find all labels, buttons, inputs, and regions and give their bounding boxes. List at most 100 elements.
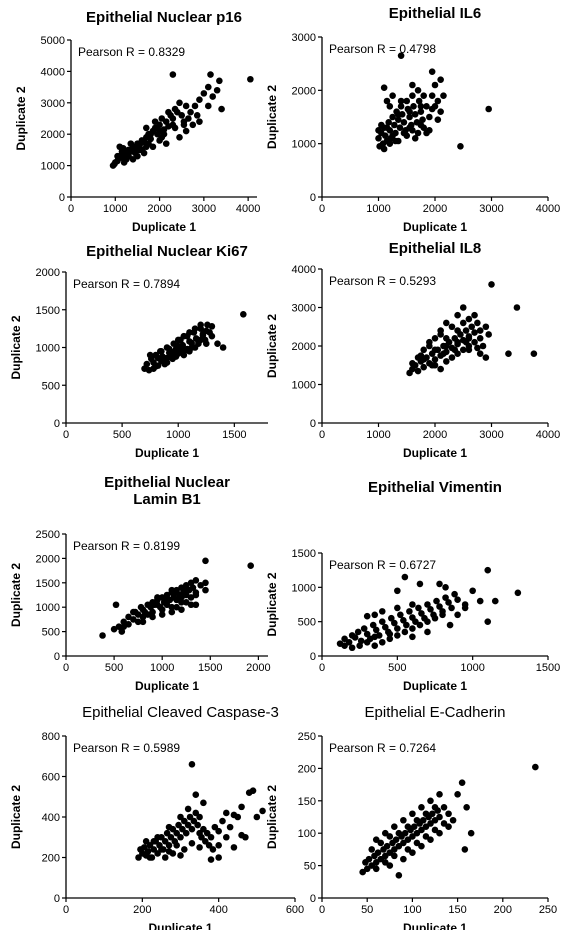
data-point bbox=[394, 116, 402, 123]
y-axis-label: Duplicate 2 bbox=[265, 85, 279, 149]
x-axis-label: Duplicate 1 bbox=[403, 220, 467, 234]
data-point bbox=[219, 344, 227, 351]
data-point bbox=[431, 346, 439, 354]
data-point bbox=[431, 614, 439, 622]
data-point bbox=[191, 325, 199, 332]
chart-title: Epithelial IL8 bbox=[389, 240, 482, 257]
data-point bbox=[400, 816, 407, 824]
data-point bbox=[143, 360, 151, 368]
data-point bbox=[404, 823, 412, 831]
data-point bbox=[178, 606, 185, 613]
data-point bbox=[437, 365, 444, 373]
data-point bbox=[471, 338, 478, 346]
chart-panel-6: Epithelial Vimentin 0 500 1000 1500 0 500 1000 1… bbox=[265, 479, 560, 693]
data-point bbox=[182, 102, 190, 110]
data-point bbox=[163, 359, 171, 366]
y-tick-label: 600 bbox=[42, 772, 60, 784]
data-point bbox=[394, 632, 401, 639]
data-point bbox=[434, 97, 442, 105]
data-point bbox=[409, 633, 416, 641]
x-tick-label: 50 bbox=[361, 904, 373, 916]
chart-title: Epithelial IL6 bbox=[389, 5, 482, 22]
data-point bbox=[436, 580, 443, 588]
data-point bbox=[182, 127, 190, 135]
data-point bbox=[400, 855, 407, 863]
data-point bbox=[162, 140, 170, 147]
data-point bbox=[415, 604, 422, 612]
data-point bbox=[395, 872, 403, 879]
data-point bbox=[191, 344, 199, 351]
data-point bbox=[380, 84, 388, 91]
data-point bbox=[471, 329, 478, 336]
x-tick-label: 1000 bbox=[150, 662, 174, 674]
data-point bbox=[428, 361, 436, 369]
data-point bbox=[125, 620, 132, 628]
data-point bbox=[389, 132, 396, 139]
data-point bbox=[391, 619, 398, 627]
data-point bbox=[368, 846, 376, 853]
data-point bbox=[484, 566, 492, 574]
data-point bbox=[410, 823, 418, 831]
data-point bbox=[440, 350, 447, 358]
data-point bbox=[465, 346, 473, 354]
data-point bbox=[134, 618, 142, 626]
data-point bbox=[360, 625, 368, 632]
data-point bbox=[154, 354, 162, 362]
data-point bbox=[409, 81, 416, 89]
data-point bbox=[120, 159, 128, 166]
y-tick-label: 2000 bbox=[41, 129, 65, 141]
x-tick-label: 1500 bbox=[536, 662, 560, 674]
data-point bbox=[442, 594, 449, 601]
y-axis-label: Duplicate 2 bbox=[9, 315, 23, 379]
data-point bbox=[154, 594, 161, 601]
data-point bbox=[530, 350, 538, 358]
data-point bbox=[431, 826, 439, 834]
data-point bbox=[409, 625, 416, 632]
data-point bbox=[474, 319, 481, 327]
data-point bbox=[363, 612, 371, 620]
data-point bbox=[409, 601, 416, 608]
data-point bbox=[163, 596, 171, 604]
data-point bbox=[168, 586, 176, 594]
data-point bbox=[476, 597, 484, 605]
data-point bbox=[422, 810, 430, 818]
data-point bbox=[413, 839, 421, 847]
y-tick-label: 50 bbox=[304, 861, 316, 873]
data-point bbox=[226, 823, 234, 831]
data-point bbox=[412, 618, 419, 625]
data-point bbox=[202, 327, 210, 335]
data-point bbox=[454, 791, 461, 798]
x-tick-label: 0 bbox=[63, 662, 69, 674]
data-point bbox=[158, 846, 165, 853]
x-tick-label: 2000 bbox=[423, 429, 447, 441]
data-point bbox=[386, 140, 394, 147]
x-tick-label: 3000 bbox=[479, 203, 503, 215]
y-tick-label: 500 bbox=[298, 617, 316, 629]
y-tick-label: 2000 bbox=[36, 553, 60, 565]
data-point bbox=[388, 614, 395, 622]
data-point bbox=[200, 799, 207, 807]
data-point bbox=[204, 102, 212, 110]
data-point bbox=[383, 842, 391, 850]
data-point bbox=[178, 594, 185, 601]
data-point bbox=[192, 601, 200, 609]
data-point bbox=[146, 351, 154, 359]
data-point bbox=[428, 68, 436, 75]
data-point bbox=[188, 840, 196, 847]
y-tick-label: 400 bbox=[42, 812, 60, 824]
data-point bbox=[397, 52, 405, 59]
y-tick-label: 0 bbox=[59, 192, 65, 204]
chart-title: Epithelial Nuclear Ki67 bbox=[86, 243, 248, 260]
data-point bbox=[247, 562, 254, 570]
data-point bbox=[431, 803, 439, 811]
data-point bbox=[457, 143, 464, 150]
data-point bbox=[381, 859, 389, 866]
x-tick-label: 4000 bbox=[536, 429, 560, 441]
data-point bbox=[369, 621, 377, 629]
x-tick-label: 2000 bbox=[246, 662, 270, 674]
pearson-annotation: Pearson R = 0.7894 bbox=[73, 277, 180, 291]
data-point bbox=[378, 638, 386, 646]
y-tick-label: 250 bbox=[298, 731, 316, 743]
data-point bbox=[427, 797, 434, 805]
data-point bbox=[193, 112, 201, 119]
